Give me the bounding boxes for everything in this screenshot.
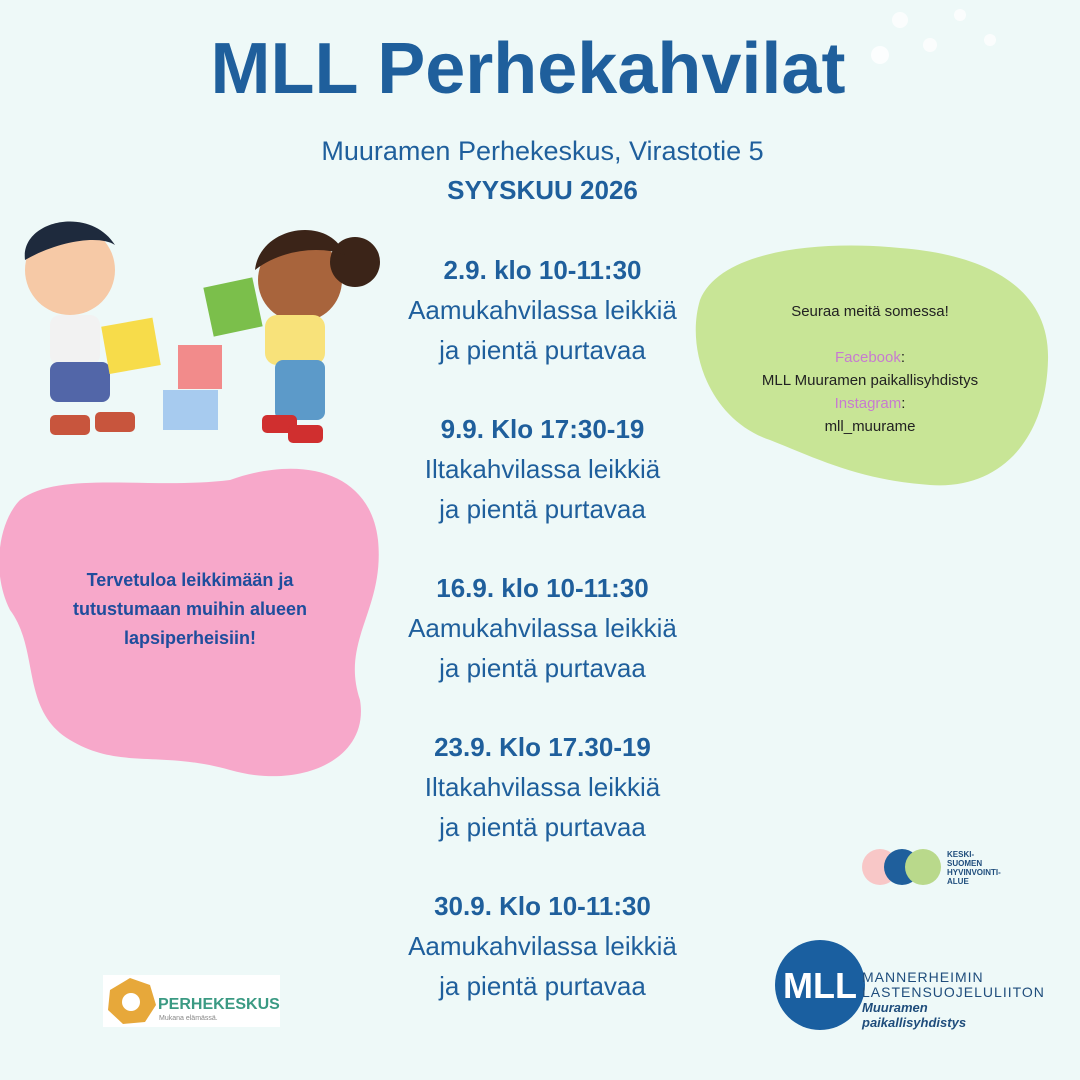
hyva-line: ALUE xyxy=(947,877,969,886)
welcome-line: tutustumaan muihin alueen xyxy=(72,599,308,619)
perhekeskus-mark-center xyxy=(122,993,140,1011)
event-date: 23.9. Klo 17.30-19 xyxy=(434,732,651,762)
event-line: ja pientä purtavaa xyxy=(439,971,646,1001)
mll-line: paikallisyhdistys xyxy=(861,1015,966,1030)
perhekeskus-tagline: Mukana elämässä. xyxy=(159,1015,218,1022)
event-date: 30.9. Klo 10-11:30 xyxy=(434,891,651,921)
month: SYYSKUU 2026 xyxy=(447,175,638,205)
instagram-label: Instagram xyxy=(834,395,902,412)
hyva-line: HYVINVOINTI- xyxy=(947,868,1001,877)
welcome-line: lapsiperheisiin! xyxy=(123,628,257,648)
pink-blob xyxy=(0,468,379,777)
event-line: Aamukahvilassa leikkiä xyxy=(408,613,677,643)
welcome-line: Tervetuloa leikkimään ja xyxy=(86,570,294,590)
event-line: ja pientä purtavaa xyxy=(439,335,646,365)
facebook-name: MLL Muuramen paikallisyhdistys xyxy=(761,372,979,389)
event: 2.9. klo 10-11:30 Aamukahvilassa leikkiä j… xyxy=(340,250,745,370)
event-line: ja pientä purtavaa xyxy=(439,653,646,683)
event-date: 16.9. klo 10-11:30 xyxy=(436,573,649,603)
event: 16.9. klo 10-11:30 Aamukahvilassa leikkiä… xyxy=(340,568,745,688)
mll-line: MANNERHEIMIN xyxy=(862,969,984,985)
event-line: ja pientä purtavaa xyxy=(439,494,646,524)
facebook-label: Facebook xyxy=(834,349,901,366)
mll-logo-circle xyxy=(775,940,865,1030)
kids-illustration xyxy=(24,221,380,443)
green-blob xyxy=(695,245,1049,486)
location: Muuramen Perhekeskus, Virastotie 5 xyxy=(321,136,764,166)
event-line: ja pientä purtavaa xyxy=(439,812,646,842)
event-date: 2.9. klo 10-11:30 xyxy=(443,255,642,285)
event-line: Iltakahvilassa leikkiä xyxy=(424,772,661,802)
mll-line: Muuramen xyxy=(862,1000,928,1015)
event: 30.9. Klo 10-11:30 Aamukahvilassa leikkiä… xyxy=(340,886,745,1006)
event-date: 9.9. Klo 17:30-19 xyxy=(440,414,645,444)
separator: : xyxy=(900,349,906,366)
event-line: Aamukahvilassa leikkiä xyxy=(408,931,677,961)
mll-mark: MLL xyxy=(783,965,857,1006)
hyvinvointialue-logo xyxy=(862,849,941,885)
social-heading: Seuraa meitä somessa! xyxy=(791,303,949,320)
event-line: Aamukahvilassa leikkiä xyxy=(408,295,677,325)
mll-line: LASTENSUOJELULIITON xyxy=(862,984,1045,1000)
dots xyxy=(871,9,996,64)
instagram-name: mll_muurame xyxy=(824,418,916,435)
perhekeskus-name: PERHEKESKUS xyxy=(158,996,280,1013)
social-box: Seuraa meitä somessa! Facebook: MLL Muur… xyxy=(700,300,1040,438)
event: 9.9. Klo 17:30-19 Iltakahvilassa leikkiä j… xyxy=(340,409,745,529)
event: 23.9. Klo 17.30-19 Iltakahvilassa leikkiä… xyxy=(340,727,745,847)
title: MLL Perhekahvilat xyxy=(210,29,846,109)
separator: : xyxy=(901,395,906,412)
event-line: Iltakahvilassa leikkiä xyxy=(424,454,661,484)
welcome-text: Tervetuloa leikkimään ja tutustumaan muih… xyxy=(40,566,340,653)
hyva-line: KESKI- xyxy=(947,850,974,859)
hyva-line: SUOMEN xyxy=(947,859,982,868)
